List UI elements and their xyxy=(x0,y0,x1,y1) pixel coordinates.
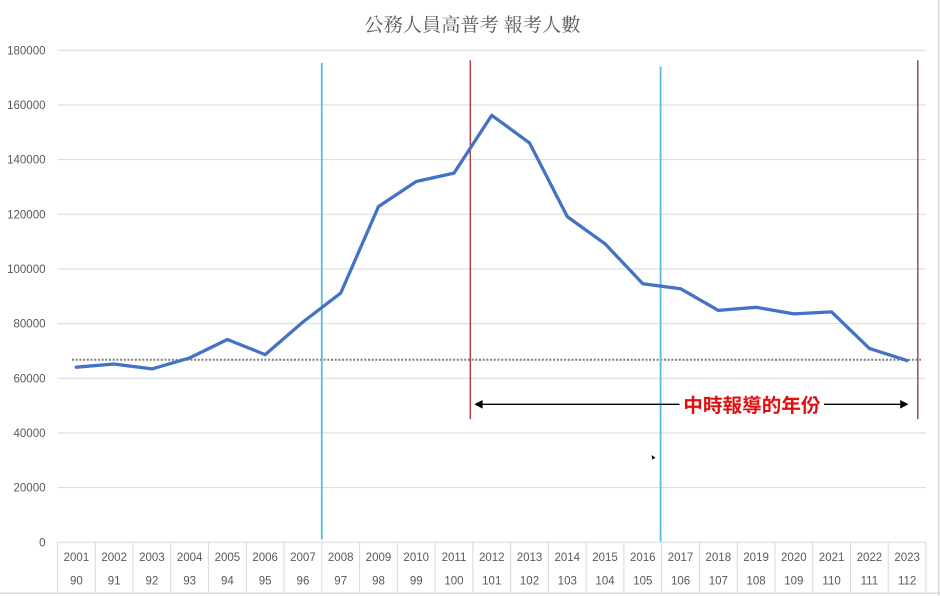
svg-text:20000: 20000 xyxy=(14,483,46,495)
svg-text:2016: 2016 xyxy=(630,552,656,564)
svg-text:112: 112 xyxy=(898,576,916,588)
svg-text:2013: 2013 xyxy=(517,552,543,564)
svg-text:105: 105 xyxy=(633,576,652,588)
svg-text:60000: 60000 xyxy=(14,373,46,385)
svg-text:2014: 2014 xyxy=(554,552,580,564)
svg-text:93: 93 xyxy=(183,576,196,588)
svg-text:80000: 80000 xyxy=(14,319,46,331)
svg-text:101: 101 xyxy=(482,576,501,588)
svg-text:98: 98 xyxy=(372,576,385,588)
svg-text:2012: 2012 xyxy=(479,552,505,564)
svg-text:2004: 2004 xyxy=(177,552,203,564)
svg-text:110: 110 xyxy=(822,576,840,588)
svg-text:2023: 2023 xyxy=(894,552,920,564)
svg-text:2017: 2017 xyxy=(668,552,694,564)
svg-text:160000: 160000 xyxy=(7,100,45,112)
svg-text:104: 104 xyxy=(595,576,615,588)
svg-text:106: 106 xyxy=(671,576,690,588)
svg-text:2008: 2008 xyxy=(328,552,354,564)
svg-text:2015: 2015 xyxy=(592,552,618,564)
svg-text:97: 97 xyxy=(334,576,347,588)
svg-text:107: 107 xyxy=(709,576,728,588)
svg-text:0: 0 xyxy=(39,537,45,549)
svg-text:2005: 2005 xyxy=(215,552,241,564)
svg-text:94: 94 xyxy=(221,576,234,588)
svg-text:108: 108 xyxy=(746,576,765,588)
svg-text:100: 100 xyxy=(444,576,463,588)
svg-text:2006: 2006 xyxy=(252,552,278,564)
svg-text:111: 111 xyxy=(861,576,878,588)
svg-text:2018: 2018 xyxy=(706,552,732,564)
svg-text:140000: 140000 xyxy=(7,155,45,167)
svg-text:180000: 180000 xyxy=(7,45,45,57)
svg-text:100000: 100000 xyxy=(7,264,45,276)
svg-text:2011: 2011 xyxy=(442,552,467,564)
svg-text:109: 109 xyxy=(784,576,803,588)
svg-text:2010: 2010 xyxy=(403,552,429,564)
svg-text:90: 90 xyxy=(70,576,83,588)
svg-text:2001: 2001 xyxy=(64,552,90,564)
svg-text:103: 103 xyxy=(558,576,577,588)
svg-text:2022: 2022 xyxy=(857,552,883,564)
svg-text:92: 92 xyxy=(146,576,159,588)
svg-text:95: 95 xyxy=(259,576,272,588)
svg-text:2007: 2007 xyxy=(290,552,316,564)
svg-text:2021: 2021 xyxy=(819,552,845,564)
svg-text:2009: 2009 xyxy=(366,552,392,564)
svg-text:2003: 2003 xyxy=(139,552,165,564)
svg-text:2002: 2002 xyxy=(101,552,127,564)
svg-text:102: 102 xyxy=(520,576,539,588)
svg-text:2019: 2019 xyxy=(743,552,769,564)
svg-text:99: 99 xyxy=(410,576,423,588)
svg-text:120000: 120000 xyxy=(7,209,45,221)
svg-text:40000: 40000 xyxy=(14,428,46,440)
svg-text:96: 96 xyxy=(297,576,310,588)
svg-text:91: 91 xyxy=(108,576,121,588)
svg-text:2020: 2020 xyxy=(781,552,807,564)
